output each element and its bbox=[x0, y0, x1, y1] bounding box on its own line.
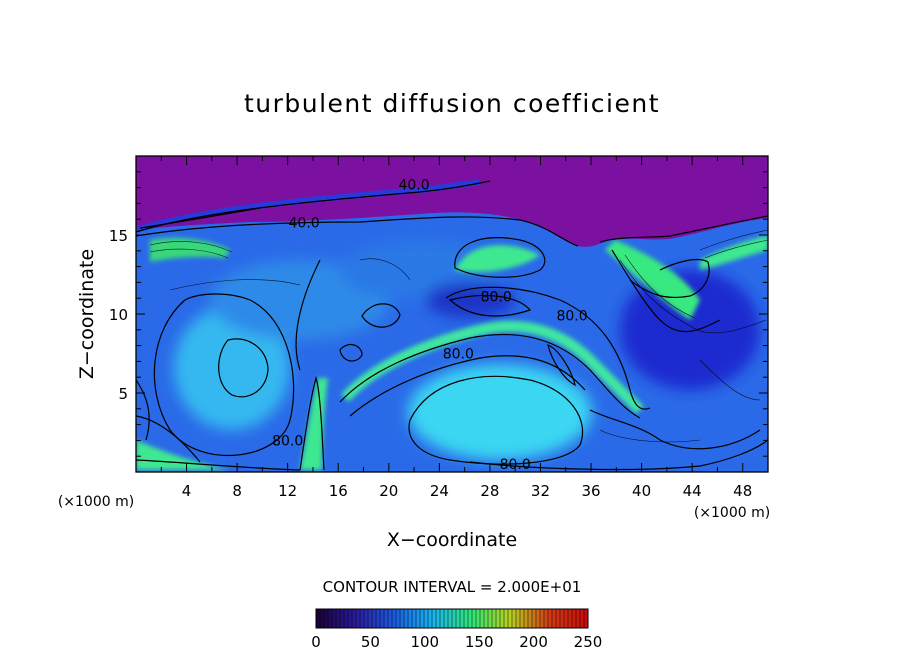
colorbar: 0 50 100 150 200 250 bbox=[311, 608, 602, 651]
y-axis-label: Z−coordinate bbox=[76, 249, 98, 379]
cyan-core-lower bbox=[408, 364, 592, 460]
contour-label: 80.0 bbox=[500, 457, 531, 473]
x-unit-label: (×1000 m) bbox=[694, 505, 770, 521]
colorbar-tick-label: 150 bbox=[465, 633, 494, 651]
x-tick-label: 28 bbox=[480, 482, 499, 500]
contour-label: 80.0 bbox=[556, 309, 587, 325]
x-axis-ticks: 4 8 12 16 20 24 28 32 36 40 44 48 bbox=[160, 156, 752, 500]
x-tick-label: 4 bbox=[182, 482, 192, 500]
colorbar-tick-label: 200 bbox=[519, 633, 548, 651]
colorbar-tick-label: 0 bbox=[311, 633, 321, 651]
x-tick-label: 20 bbox=[379, 482, 398, 500]
y-tick-label: 15 bbox=[109, 227, 128, 245]
green-band-center bbox=[340, 320, 644, 414]
y-tick-label: 5 bbox=[118, 385, 128, 403]
plot-field bbox=[136, 156, 768, 472]
colorbar-stripes bbox=[319, 609, 585, 628]
x-tick-label: 40 bbox=[632, 482, 651, 500]
colorbar-ticks: 0 50 100 150 200 250 bbox=[311, 633, 602, 651]
x-tick-label: 8 bbox=[232, 482, 242, 500]
contour-label: 40.0 bbox=[398, 177, 429, 193]
colorbar-frame bbox=[315, 608, 589, 629]
contour-labels: 40.0 40.0 80.0 80.0 80.0 80.0 80.0 bbox=[272, 177, 588, 473]
colorbar-tick-label: 100 bbox=[410, 633, 439, 651]
contour-label: 80.0 bbox=[272, 433, 303, 449]
x-tick-label: 48 bbox=[733, 482, 752, 500]
contour-label: 80.0 bbox=[481, 290, 512, 306]
upper-layer bbox=[136, 156, 768, 247]
y-unit-label: (×1000 m) bbox=[58, 494, 134, 510]
contour-interval-text: CONTOUR INTERVAL = 2.000E+01 bbox=[323, 578, 582, 596]
colorbar-tick-label: 250 bbox=[574, 633, 603, 651]
x-tick-label: 44 bbox=[683, 482, 702, 500]
x-tick-label: 12 bbox=[278, 482, 297, 500]
x-axis-label: X−coordinate bbox=[387, 529, 517, 551]
contour-label: 80.0 bbox=[443, 347, 474, 363]
x-tick-label: 36 bbox=[581, 482, 600, 500]
contour-label: 40.0 bbox=[289, 215, 320, 231]
y-tick-label: 10 bbox=[109, 306, 128, 324]
cyan-core-left bbox=[174, 306, 290, 430]
x-tick-label: 16 bbox=[329, 482, 348, 500]
chart-title: turbulent diffusion coefficient bbox=[244, 89, 660, 118]
x-tick-label: 32 bbox=[531, 482, 550, 500]
y-axis-ticks: 5 10 15 bbox=[109, 171, 768, 457]
colorbar-tick-label: 50 bbox=[361, 633, 380, 651]
x-tick-label: 24 bbox=[430, 482, 449, 500]
